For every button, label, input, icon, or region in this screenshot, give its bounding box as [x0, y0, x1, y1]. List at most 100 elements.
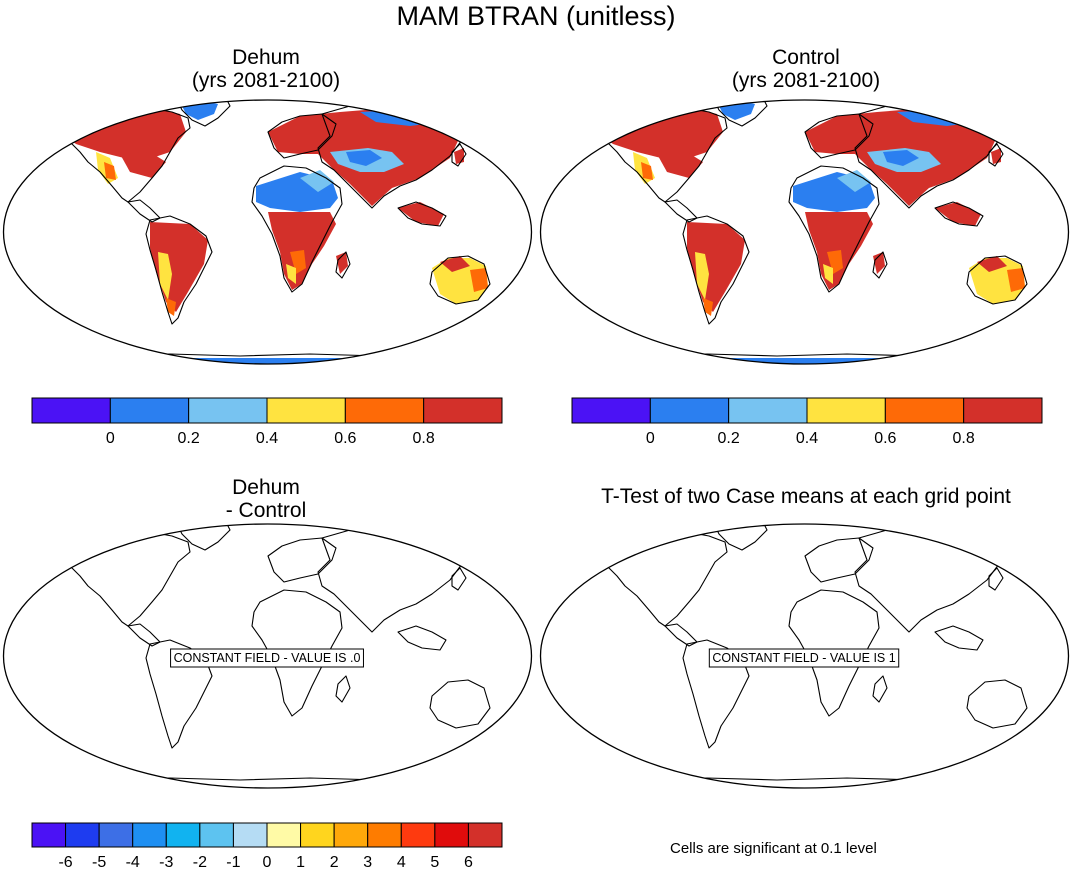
coastline-australia [966, 255, 1028, 305]
coastline-europe [804, 537, 874, 583]
coastline-seAsia [934, 201, 984, 227]
colorbar-swatch [344, 397, 425, 424]
colorbar-swatch [467, 822, 503, 848]
colorbar-tick-label: -5 [92, 854, 106, 869]
colorbar-swatch [333, 822, 369, 848]
coastline-southAmerica [682, 215, 750, 325]
land-fill-region [158, 252, 172, 300]
colorbar-swatch [649, 397, 730, 424]
colorbar-swatch [31, 397, 111, 424]
colorbar-tick-label: 1 [296, 854, 305, 869]
panel-title-control: Control (yrs 2081-2100) [656, 46, 956, 92]
land-fill-region [166, 298, 176, 316]
coastline-seAsia [397, 201, 447, 227]
colorbar-tick-label: 6 [464, 854, 473, 869]
land-fill-region [336, 252, 348, 274]
map-border [539, 523, 1070, 789]
coastline-madagascar [872, 251, 888, 279]
coastline-japan [451, 567, 467, 591]
land-fill-region [104, 162, 116, 180]
coastline-greenland [714, 524, 768, 551]
colorbar-tick-label: 0 [646, 430, 655, 447]
panel-title-ttest: T-Test of two Case means at each grid po… [556, 485, 1056, 508]
panel-title-line1: Dehum [232, 476, 300, 499]
coastline-japan [988, 143, 1004, 167]
land-fill-region [1007, 268, 1025, 292]
land-fill-region [873, 252, 885, 274]
land-fill-region [703, 298, 713, 316]
colorbar-tick-label: -6 [58, 854, 72, 869]
colorbar-tick-label: 0 [106, 430, 115, 447]
land-fill-region [827, 250, 843, 274]
colorbar-control: 0 0.2 0.4 0.6 0.8 [571, 397, 1043, 447]
colorbar-tick-label: 0.8 [413, 430, 435, 447]
colorbar-swatch [266, 397, 346, 424]
panel-title-line1: T-Test of two Case means at each grid po… [601, 485, 1011, 508]
coastline-madagascar [335, 675, 351, 703]
colorbar-tick-label: -2 [193, 854, 207, 869]
panel-title-line1: Dehum [232, 46, 300, 69]
land-fill-region [454, 148, 464, 164]
colorbar-swatch [98, 822, 134, 848]
coastline-europe [267, 113, 337, 159]
colorbar-swatch [434, 822, 469, 848]
land-fill-region [657, 152, 703, 178]
colorbar-tick-label: 0.2 [178, 430, 200, 447]
colorbar-tick-label: 3 [363, 854, 372, 869]
coastline-southAmerica [145, 215, 213, 325]
land-fill-region [300, 170, 334, 192]
colorbar-tick-label: 0.8 [953, 430, 975, 447]
colorbar-swatch [199, 822, 234, 848]
panel-title-diff: Dehum - Control [116, 476, 416, 522]
land-fill-region [290, 250, 306, 274]
land-fill-region [120, 152, 166, 178]
colorbar-tick-label: 0.4 [796, 430, 818, 447]
significance-note: Cells are significant at 0.1 level [670, 840, 877, 857]
coastline-japan [451, 143, 467, 167]
coastline-australia [429, 255, 491, 305]
colorbar-dehum: 0 0.2 0.4 0.6 0.8 [31, 397, 503, 447]
colorbar-swatch [571, 397, 651, 424]
coastline-africa [788, 589, 880, 717]
colorbar-tick-label: 0 [263, 854, 272, 869]
constant-field-box [170, 648, 364, 668]
land-fill-region [977, 256, 1007, 272]
coastline-europe [267, 537, 337, 583]
colorbar-swatch [806, 397, 886, 424]
colorbar-tick-label: 0.6 [334, 430, 356, 447]
map-panel-dehum [2, 99, 533, 365]
land-fill-region [440, 256, 470, 272]
coastline-northAmerica [61, 525, 191, 627]
land-fill-region [991, 148, 1001, 164]
coastline-africa [251, 589, 343, 717]
colorbar-tick-label: 0.6 [874, 430, 896, 447]
coastline-seAsia [397, 625, 447, 651]
land-fill-region [346, 150, 382, 166]
coastline-europe [804, 113, 874, 159]
colorbar-tick-label: -4 [126, 854, 140, 869]
map-panel-ttest: CONSTANT FIELD - VALUE IS 1 [539, 523, 1070, 789]
constant-field-label: CONSTANT FIELD - VALUE IS 1 [712, 651, 895, 665]
coastline-greenland [177, 100, 231, 127]
land-fill-region [695, 252, 709, 300]
land-fill-region [104, 358, 440, 364]
land-fill-region [641, 162, 653, 180]
constant-field-label: CONSTANT FIELD - VALUE IS .0 [174, 651, 361, 665]
land-fill-region [100, 100, 126, 114]
coastline-northAmerica [598, 525, 728, 627]
colorbar-swatch [423, 397, 503, 424]
colorbar-swatch [300, 822, 335, 848]
coastline-japan [988, 567, 1004, 591]
colorbar-swatch [266, 822, 302, 848]
map-panel-control [539, 99, 1070, 365]
colorbar-tick-label: -1 [226, 854, 240, 869]
colorbar-tick-label: 4 [397, 854, 406, 869]
colorbar-swatch [400, 822, 436, 848]
coastline-africa [788, 165, 880, 293]
colorbar-tick-label: 0.4 [256, 430, 278, 447]
land-fill-region [470, 268, 488, 292]
colorbar-swatch [109, 397, 190, 424]
panel-title-line2: (yrs 2081-2100) [731, 69, 881, 92]
coastline-africa [251, 165, 343, 293]
colorbar-swatch [132, 822, 167, 848]
